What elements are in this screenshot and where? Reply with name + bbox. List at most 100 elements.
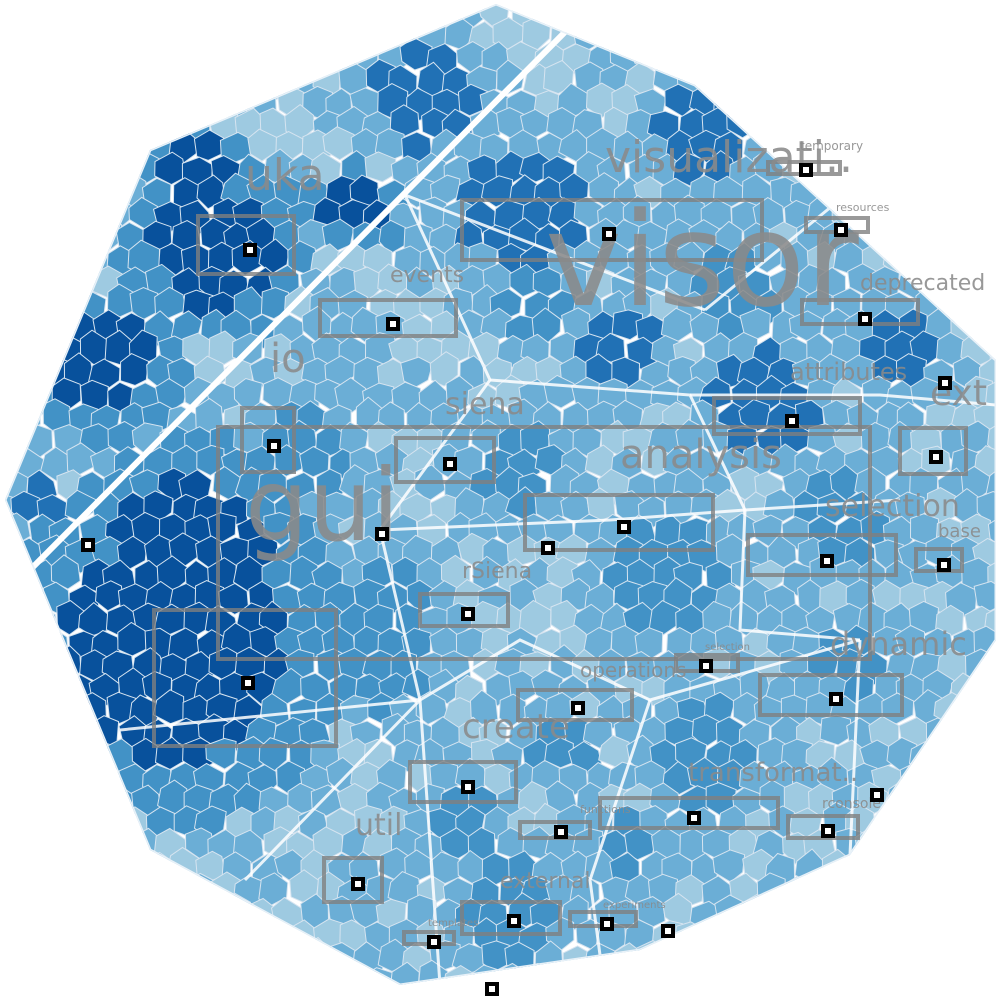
treemap-cell (818, 896, 851, 932)
treemap-cell (5, 920, 31, 958)
treemap-cell (5, 288, 8, 321)
treemap-cell (66, 40, 101, 75)
treemap-cell (5, 984, 19, 985)
treemap-cell (114, 82, 145, 118)
treemap-cell (243, 984, 275, 985)
treemap-cell (14, 583, 45, 615)
region-border (744, 498, 901, 512)
treemap-cell (183, 962, 216, 985)
treemap-cell (858, 4, 891, 10)
treemap-cell (782, 966, 812, 985)
treemap-cell (114, 849, 149, 886)
treemap-cell (766, 894, 797, 930)
treemap-cell (727, 20, 758, 55)
treemap-cell (935, 829, 966, 865)
treemap-cell (40, 756, 71, 792)
label-box (746, 533, 898, 577)
treemap-cell (754, 61, 785, 95)
treemap-cell (13, 178, 44, 209)
label-gui: gui (245, 447, 400, 564)
treemap-cell (543, 59, 575, 95)
treemap-cell (208, 63, 240, 98)
treemap-cell (987, 876, 996, 909)
treemap-cell (65, 718, 97, 750)
treemap-cell (24, 962, 56, 985)
treemap-cell (595, 964, 628, 985)
treemap-cell (701, 17, 736, 50)
treemap-cell (299, 446, 330, 478)
treemap-cell (63, 130, 96, 166)
treemap-cell (884, 918, 915, 954)
treemap-cell (104, 829, 138, 864)
treemap-cell (40, 263, 70, 299)
label-box (712, 396, 862, 436)
top-level-divider (27, 29, 568, 573)
treemap-cell (5, 537, 17, 571)
treemap-cell (990, 826, 996, 863)
treemap-cell (818, 4, 849, 31)
treemap-cell (899, 761, 932, 797)
treemap-cell (947, 715, 979, 751)
treemap-cell (763, 4, 797, 29)
treemap-cell (557, 4, 592, 33)
treemap-cell (5, 785, 30, 818)
treemap-cell (10, 849, 43, 881)
centroid-marker-core (558, 829, 564, 835)
treemap-cell (144, 897, 175, 930)
treemap-cell (5, 106, 30, 141)
treemap-cell (846, 83, 876, 119)
treemap-cell (145, 4, 176, 34)
treemap-cell (457, 83, 490, 117)
treemap-cell (729, 962, 763, 985)
treemap-cell (11, 672, 41, 707)
treemap-cell (5, 4, 8, 7)
treemap-cell (404, 4, 438, 30)
treemap-cell (922, 942, 953, 976)
treemap-cell (676, 15, 709, 53)
treemap-cell (269, 38, 302, 75)
treemap-cell (951, 37, 982, 72)
treemap-cell (233, 965, 265, 985)
label-events: events (390, 263, 464, 288)
treemap-cell (624, 4, 656, 7)
treemap-cell (5, 130, 17, 163)
treemap-cell (868, 896, 901, 929)
treemap-cell (366, 4, 399, 8)
centroid-marker-core (874, 792, 880, 798)
treemap-cell (805, 17, 838, 53)
centroid-marker-core (789, 418, 795, 424)
treemap-cell (869, 4, 904, 29)
treemap-cell (40, 172, 74, 211)
treemap-cell (922, 763, 954, 798)
treemap-cell (959, 917, 993, 950)
treemap-cell (858, 870, 890, 905)
centroid-marker-core (355, 881, 361, 887)
treemap-cell (217, 942, 250, 976)
label-siena: siena (445, 387, 525, 422)
treemap-cell (284, 4, 318, 9)
treemap-cell (717, 990, 746, 1000)
treemap-cell (104, 111, 135, 147)
treemap-cell (260, 18, 293, 55)
treemap-cell (94, 580, 124, 612)
treemap-cell (959, 197, 989, 234)
treemap-cell (391, 381, 423, 414)
treemap-cell (0, 334, 3, 369)
treemap-cell (741, 43, 774, 76)
label-external: external (500, 869, 591, 894)
treemap-cell (69, 88, 98, 123)
label-create: create (462, 707, 570, 747)
label-layer: visor gui visualizati.. uka ext analysis… (245, 132, 987, 929)
treemap-cell (935, 916, 967, 953)
treemap-cell (935, 201, 967, 236)
treemap-cell (399, 36, 433, 71)
treemap-cell (80, 966, 113, 985)
treemap-cell (577, 4, 605, 10)
treemap-cell (443, 4, 475, 11)
treemap-cell (835, 16, 868, 50)
treemap-cell (93, 4, 125, 34)
treemap-cell (794, 4, 829, 30)
treemap-cell (974, 675, 996, 709)
treemap-cell (835, 4, 868, 8)
treemap-cell (155, 18, 186, 53)
